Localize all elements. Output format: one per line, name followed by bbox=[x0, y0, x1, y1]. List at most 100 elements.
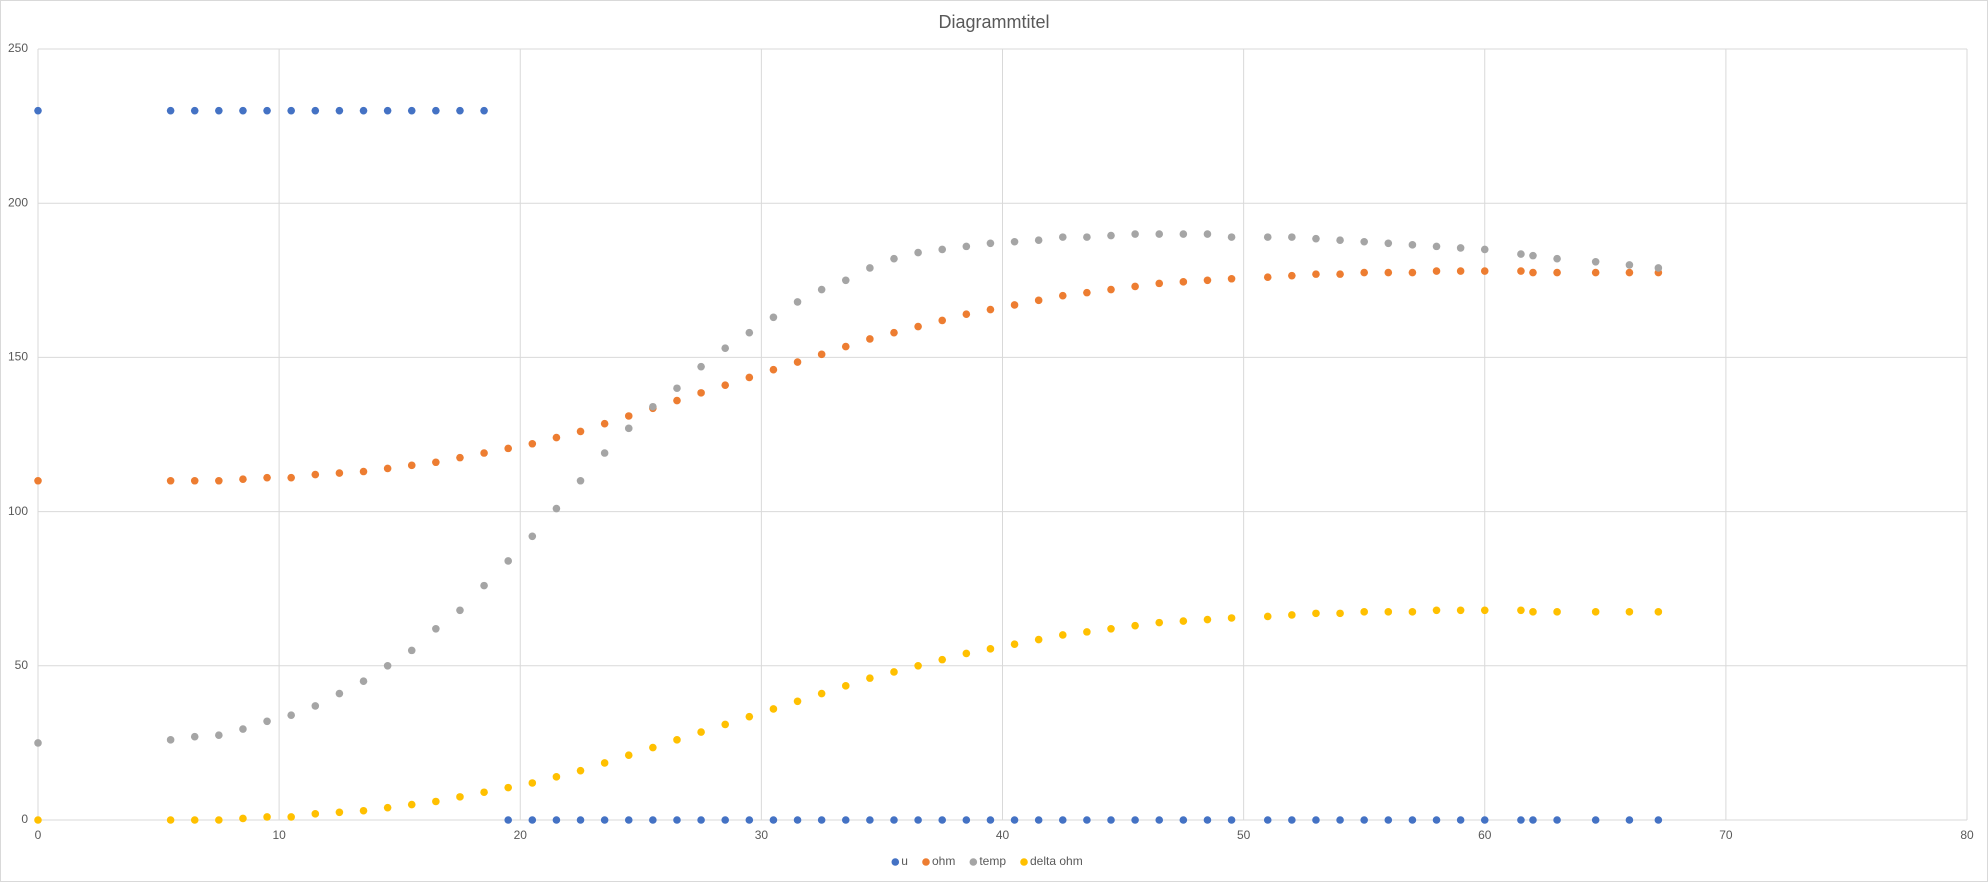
y-tick-label: 0 bbox=[21, 812, 28, 826]
data-point bbox=[383, 662, 392, 670]
data-point bbox=[383, 464, 392, 473]
data-point bbox=[1107, 285, 1115, 294]
data-point bbox=[1131, 621, 1139, 630]
data-point bbox=[624, 816, 633, 824]
data-point bbox=[432, 458, 440, 467]
data-point bbox=[1034, 236, 1043, 245]
legend-marker bbox=[1020, 858, 1028, 866]
data-point bbox=[890, 816, 898, 824]
data-point bbox=[914, 662, 922, 670]
data-point bbox=[1529, 608, 1537, 616]
data-point bbox=[1010, 816, 1019, 824]
data-point bbox=[1591, 257, 1600, 266]
data-point bbox=[1227, 614, 1236, 622]
data-point bbox=[841, 816, 850, 824]
data-point bbox=[1553, 608, 1561, 616]
x-tick-label: 40 bbox=[996, 828, 1010, 842]
data-point bbox=[359, 806, 368, 815]
data-point bbox=[166, 476, 175, 485]
data-point bbox=[1155, 618, 1164, 627]
data-point bbox=[673, 384, 681, 393]
data-point bbox=[456, 453, 464, 462]
data-point bbox=[1336, 236, 1344, 245]
data-point bbox=[528, 816, 537, 824]
legend-label: temp bbox=[979, 854, 1006, 868]
data-point bbox=[841, 276, 850, 285]
data-point bbox=[1203, 615, 1212, 624]
data-point bbox=[1083, 288, 1091, 297]
data-point bbox=[1591, 608, 1600, 616]
data-point bbox=[407, 646, 416, 655]
data-point bbox=[600, 816, 609, 824]
data-point bbox=[697, 389, 705, 397]
data-point bbox=[359, 677, 368, 686]
data-point bbox=[986, 239, 995, 248]
data-point bbox=[649, 743, 657, 752]
x-tick-label: 60 bbox=[1478, 828, 1492, 842]
data-point bbox=[817, 816, 826, 824]
data-point bbox=[552, 816, 561, 824]
data-point bbox=[335, 106, 344, 115]
data-point bbox=[1203, 276, 1212, 285]
data-point bbox=[1553, 816, 1561, 824]
x-tick-label: 20 bbox=[514, 828, 528, 842]
x-tick-label: 30 bbox=[755, 828, 769, 842]
legend-marker bbox=[922, 858, 930, 866]
data-point bbox=[793, 816, 802, 824]
legend-marker bbox=[891, 858, 900, 866]
x-tick-label: 80 bbox=[1960, 828, 1974, 842]
data-point bbox=[287, 106, 295, 115]
y-tick-label: 150 bbox=[8, 350, 28, 364]
data-point bbox=[263, 473, 271, 482]
data-point bbox=[769, 816, 778, 824]
data-point bbox=[239, 475, 247, 484]
data-point bbox=[1179, 617, 1188, 625]
data-point bbox=[190, 476, 199, 485]
data-point bbox=[432, 624, 440, 633]
data-point bbox=[649, 402, 657, 411]
data-point bbox=[1591, 268, 1600, 277]
x-tick-label: 70 bbox=[1719, 828, 1733, 842]
data-point bbox=[166, 106, 175, 115]
data-point bbox=[1432, 267, 1441, 275]
data-point bbox=[841, 342, 850, 351]
data-point bbox=[528, 439, 537, 448]
data-point bbox=[600, 449, 609, 457]
data-point bbox=[721, 816, 730, 824]
data-point bbox=[1456, 244, 1465, 252]
data-point bbox=[166, 736, 175, 744]
data-point bbox=[914, 322, 922, 331]
data-point bbox=[673, 736, 681, 744]
data-point bbox=[1131, 230, 1139, 238]
data-point bbox=[1384, 268, 1393, 277]
data-point bbox=[407, 106, 416, 115]
data-point bbox=[456, 793, 464, 801]
y-tick-label: 100 bbox=[8, 504, 28, 518]
data-point bbox=[1456, 267, 1465, 275]
data-point bbox=[697, 816, 705, 824]
data-point bbox=[1654, 816, 1663, 824]
data-point bbox=[1010, 640, 1019, 649]
data-point bbox=[721, 720, 730, 729]
data-point bbox=[938, 655, 947, 664]
data-point bbox=[190, 106, 199, 115]
data-point bbox=[938, 316, 947, 325]
data-point bbox=[552, 773, 561, 781]
data-point bbox=[528, 532, 537, 541]
data-point bbox=[1107, 231, 1115, 240]
data-point bbox=[1288, 816, 1296, 824]
data-point bbox=[1179, 278, 1188, 286]
data-point bbox=[239, 106, 247, 115]
data-point bbox=[34, 476, 42, 485]
data-point bbox=[1625, 261, 1634, 269]
data-point bbox=[721, 344, 730, 352]
data-point bbox=[1408, 816, 1417, 824]
data-point bbox=[1456, 606, 1465, 615]
data-point bbox=[576, 816, 585, 824]
data-point bbox=[962, 310, 971, 319]
y-tick-label: 200 bbox=[8, 195, 28, 209]
data-point bbox=[745, 328, 754, 337]
data-point bbox=[817, 350, 826, 359]
data-point bbox=[34, 816, 42, 824]
